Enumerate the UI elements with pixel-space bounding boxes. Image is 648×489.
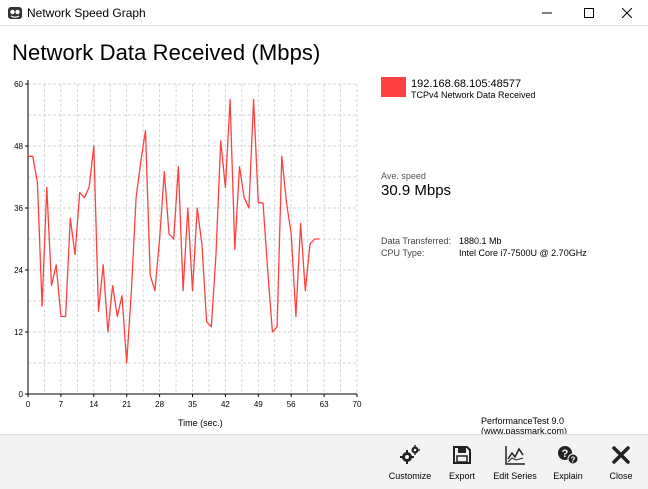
x-tick-label: 35 — [188, 400, 197, 409]
legend-address: 192.168.68.105:48577 — [411, 78, 522, 90]
series-line — [28, 98, 320, 364]
export-label: Export — [448, 471, 475, 481]
close-icon — [612, 446, 630, 464]
legend-description: TCPv4 Network Data Received — [411, 90, 536, 100]
x-tick-label: 21 — [122, 400, 131, 409]
edit-series-button[interactable]: Edit Series — [485, 435, 545, 489]
title-bar: Network Speed Graph — [0, 0, 648, 26]
cpu-type-label: CPU Type: — [381, 248, 425, 258]
legend-swatch[interactable] — [381, 77, 406, 97]
y-tick-label: 0 — [19, 390, 24, 399]
x-tick-label: 7 — [59, 400, 64, 409]
maximize-button[interactable] — [566, 0, 612, 26]
y-tick-label: 24 — [14, 266, 23, 275]
bottom-toolbar: Customize Export Edit Series ? ? Explain… — [0, 434, 648, 489]
brand-text: PerformanceTest 9.0 (www.passmark.com) — [481, 416, 568, 436]
x-tick-label: 63 — [320, 400, 329, 409]
page-title: Network Data Received (Mbps) — [12, 40, 321, 65]
customize-label: Customize — [388, 471, 432, 481]
close-button[interactable]: Close — [591, 435, 648, 489]
svg-text:?: ? — [562, 448, 569, 460]
question-icon: ? ? — [558, 446, 579, 465]
explain-button[interactable]: ? ? Explain — [538, 435, 598, 489]
close-label: Close — [609, 471, 633, 481]
window-close-button[interactable] — [604, 0, 648, 26]
customize-button[interactable]: Customize — [380, 435, 440, 489]
y-tick-label: 48 — [14, 142, 23, 151]
save-icon — [453, 446, 471, 464]
y-tick-label: 36 — [14, 204, 23, 213]
x-tick-label: 49 — [254, 400, 263, 409]
x-tick-label: 28 — [155, 400, 164, 409]
cpu-type-value: Intel Core i7-7500U @ 2.70GHz — [459, 248, 587, 258]
minimize-icon — [542, 12, 552, 14]
y-tick-label: 60 — [14, 80, 23, 89]
speed-graph: 0 12 24 36 48 60 0 7 14 21 28 35 42 49 56 63 70 — [14, 80, 362, 409]
maximize-icon — [584, 8, 594, 18]
x-axis-label: Time (sec.) — [178, 418, 223, 428]
x-tick-label: 42 — [221, 400, 230, 409]
gears-icon — [400, 445, 420, 464]
window-close-icon — [622, 8, 632, 18]
x-tick-label: 70 — [353, 400, 362, 409]
average-speed-value: 30.9 Mbps — [381, 182, 452, 199]
minimize-button[interactable] — [524, 0, 570, 26]
app-icon — [8, 7, 22, 19]
x-tick-label: 56 — [287, 400, 296, 409]
data-transferred-label: Data Transferred: — [381, 236, 452, 246]
window-title: Network Speed Graph — [27, 6, 146, 20]
data-transferred-value: 1880.1 Mb — [459, 236, 502, 246]
x-tick-label: 14 — [89, 400, 98, 409]
x-tick-label: 0 — [26, 400, 31, 409]
export-button[interactable]: Export — [432, 435, 492, 489]
chart-line-icon — [505, 446, 525, 465]
edit-series-label: Edit Series — [493, 471, 537, 481]
explain-label: Explain — [553, 471, 583, 481]
svg-text:?: ? — [571, 456, 576, 465]
average-speed-label: Ave. speed — [381, 171, 426, 181]
y-tick-label: 12 — [14, 328, 23, 337]
